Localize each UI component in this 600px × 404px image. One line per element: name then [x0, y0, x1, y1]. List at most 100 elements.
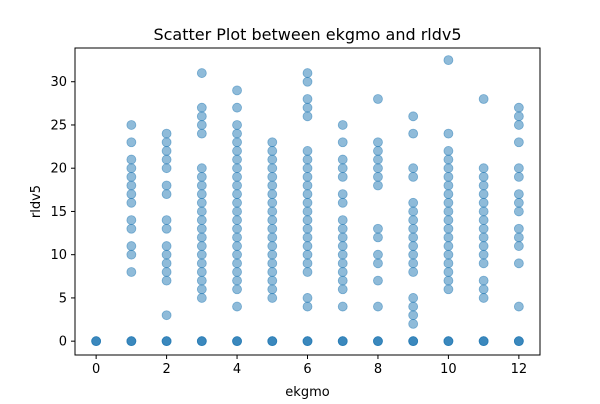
scatter-point: [443, 275, 454, 286]
x-tick-label: 0: [92, 362, 100, 377]
scatter-point: [267, 241, 278, 251]
scatter-point: [161, 241, 172, 251]
y-tick-label: 10: [50, 248, 67, 263]
scatter-point: [408, 128, 419, 139]
scatter-point: [478, 206, 489, 217]
scatter-point: [443, 258, 454, 269]
scatter-point: [408, 241, 419, 251]
scatter-point: [302, 301, 313, 312]
scatter-point: [232, 267, 242, 277]
y-tick-label: 20: [50, 162, 67, 177]
scatter-point: [408, 215, 419, 225]
scatter-point: [302, 232, 313, 243]
scatter-point: [443, 55, 454, 66]
scatter-point: [478, 258, 489, 269]
scatter-point: [408, 336, 419, 347]
scatter-point: [478, 180, 489, 191]
scatter-point: [478, 163, 489, 174]
scatter-point: [232, 189, 242, 200]
scatter-point: [337, 163, 348, 174]
scatter-point: [513, 120, 524, 130]
scatter-point: [232, 206, 242, 217]
scatter-point: [161, 146, 172, 156]
scatter-point: [478, 232, 489, 243]
y-tick-label: 0: [59, 335, 67, 350]
scatter-point: [126, 241, 137, 251]
scatter-point: [337, 267, 348, 277]
scatter-point: [408, 163, 419, 174]
scatter-point: [443, 189, 454, 200]
scatter-point: [443, 154, 454, 165]
scatter-point: [408, 310, 419, 321]
scatter-point: [196, 111, 207, 122]
scatter-point: [302, 223, 313, 234]
scatter-point: [302, 267, 313, 277]
scatter-point: [302, 111, 313, 122]
scatter-point: [302, 206, 313, 217]
scatter-point: [513, 232, 524, 243]
scatter-point: [267, 336, 278, 347]
scatter-point: [302, 76, 313, 87]
scatter-point: [196, 275, 207, 286]
scatter-point: [196, 163, 207, 174]
scatter-point: [337, 189, 348, 200]
scatter-point: [267, 171, 278, 182]
scatter-point: [443, 215, 454, 225]
scatter-point: [161, 267, 172, 277]
points-layer: [91, 55, 524, 347]
scatter-point: [196, 223, 207, 234]
scatter-point: [126, 267, 137, 277]
scatter-point: [443, 180, 454, 191]
scatter-point: [302, 336, 313, 347]
scatter-point: [267, 206, 278, 217]
scatter-point: [302, 146, 313, 156]
scatter-point: [196, 102, 207, 113]
scatter-point: [337, 197, 348, 208]
scatter-point: [232, 102, 242, 113]
scatter-point: [267, 146, 278, 156]
scatter-point: [478, 275, 489, 286]
scatter-point: [267, 163, 278, 174]
scatter-point: [337, 258, 348, 269]
chart-title: Scatter Plot between ekgmo and rldv5: [153, 25, 461, 44]
scatter-point: [232, 336, 242, 347]
y-axis-label: rldv5: [29, 185, 44, 218]
scatter-point: [161, 336, 172, 347]
scatter-point: [232, 85, 242, 96]
scatter-point: [126, 154, 137, 165]
scatter-point: [126, 137, 137, 148]
scatter-point: [232, 128, 242, 139]
scatter-point: [302, 171, 313, 182]
scatter-point: [126, 120, 137, 130]
scatter-point: [337, 275, 348, 286]
scatter-point: [196, 258, 207, 269]
scatter-point: [443, 267, 454, 277]
scatter-point: [196, 171, 207, 182]
scatter-point: [91, 336, 102, 347]
scatter-point: [373, 146, 383, 156]
scatter-point: [196, 189, 207, 200]
scatter-point: [513, 258, 524, 269]
scatter-point: [161, 163, 172, 174]
scatter-point: [443, 146, 454, 156]
x-tick-label: 10: [440, 362, 457, 377]
scatter-point: [443, 249, 454, 260]
scatter-point: [161, 154, 172, 165]
scatter-point: [478, 241, 489, 251]
scatter-point: [337, 120, 348, 130]
scatter-point: [478, 94, 489, 104]
scatter-point: [408, 206, 419, 217]
scatter-point: [478, 215, 489, 225]
scatter-point: [478, 336, 489, 347]
scatter-point: [337, 232, 348, 243]
scatter-point: [126, 336, 137, 347]
scatter-point: [408, 301, 419, 312]
scatter-point: [337, 223, 348, 234]
scatter-point: [302, 102, 313, 113]
y-tick-label: 15: [50, 205, 67, 220]
scatter-point: [408, 318, 419, 329]
scatter-point: [443, 128, 454, 139]
scatter-point: [302, 189, 313, 200]
